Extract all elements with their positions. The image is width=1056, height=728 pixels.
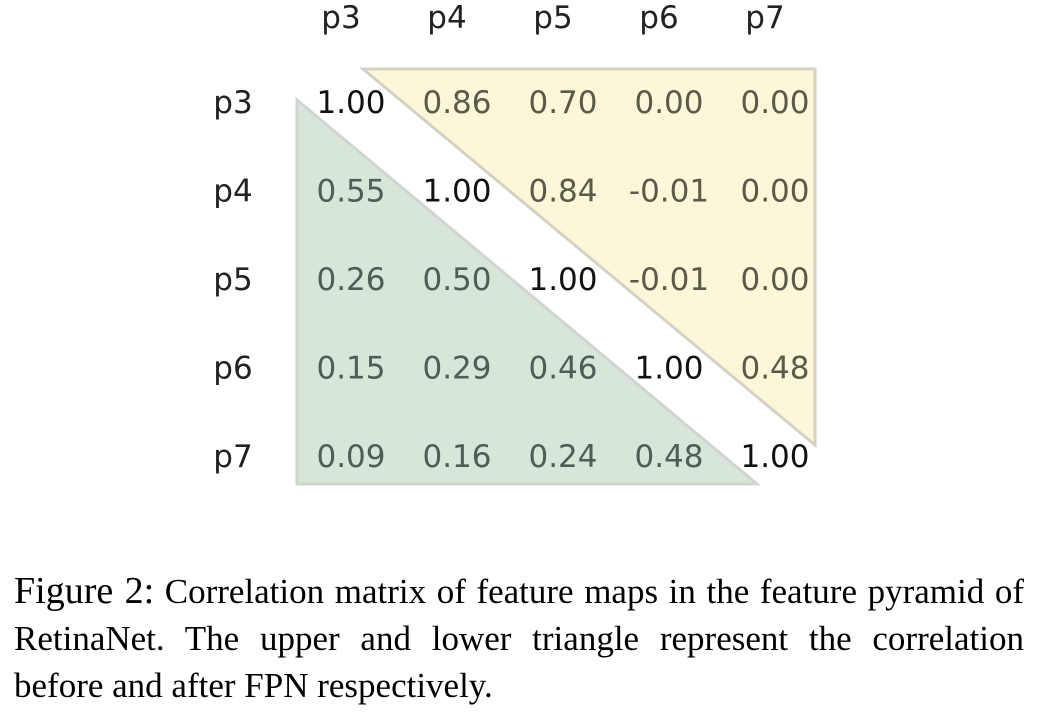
cell-diagonal-r1-c1: 1.00 [422,174,491,210]
cell-lower-r2-c0: 0.26 [316,262,385,298]
cell-diagonal-r0-c0: 1.00 [316,85,385,121]
cell-diagonal-r2-c2: 1.00 [528,262,597,298]
column-labels: p3 p4 p5 p6 p7 [321,0,784,36]
cell-lower-r4-c1: 0.16 [422,439,491,475]
cell-upper-r1-c4: 0.00 [740,174,809,210]
column-label-p5: p5 [533,0,572,36]
cell-upper-r0-c2: 0.70 [528,85,597,121]
row-labels: p3 p4 p5 p6 p7 [213,85,252,475]
cell-upper-r1-c2: 0.84 [528,174,597,210]
cell-lower-r2-c1: 0.50 [422,262,491,298]
cell-lower-r4-c0: 0.09 [316,439,385,475]
figure-caption: Figure 2: Correlation matrix of feature … [14,568,1024,709]
cell-lower-r4-c2: 0.24 [528,439,597,475]
cell-lower-r1-c0: 0.55 [316,174,385,210]
row-label-p5: p5 [213,262,252,298]
cell-diagonal-r3-c3: 1.00 [634,351,703,387]
cell-upper-r0-c1: 0.86 [422,85,491,121]
cell-lower-r3-c2: 0.46 [528,351,597,387]
cell-values: 1.00 0.86 0.70 0.00 0.00 0.55 1.00 0.84 -0.01 0.0… [316,85,809,475]
cell-upper-r2-c3: -0.01 [629,262,709,298]
column-label-p4: p4 [427,0,466,36]
cell-diagonal-r4-c4: 1.00 [740,439,809,475]
cell-lower-r3-c1: 0.29 [422,351,491,387]
cell-upper-r0-c3: 0.00 [634,85,703,121]
row-label-p4: p4 [213,174,252,210]
row-label-p3: p3 [213,85,252,121]
cell-upper-r2-c4: 0.00 [740,262,809,298]
row-label-p7: p7 [213,439,252,475]
column-label-p7: p7 [745,0,784,36]
cell-upper-r1-c3: -0.01 [629,174,709,210]
caption-text: Correlation matrix of feature maps in th… [14,572,1024,705]
lower-triangle-after-fpn [295,96,762,486]
cell-upper-r3-c4: 0.48 [740,351,809,387]
column-label-p3: p3 [321,0,360,36]
cell-lower-r3-c0: 0.15 [316,351,385,387]
cell-lower-r4-c3: 0.48 [634,439,703,475]
cell-upper-r0-c4: 0.00 [740,85,809,121]
column-label-p6: p6 [639,0,678,36]
row-label-p6: p6 [213,351,252,387]
upper-triangle-before-fpn [358,67,817,449]
correlation-matrix-figure: p3 p4 p5 p6 p7 p3 p4 p5 p6 p7 1.00 0.86 0.70 0.00 0.… [213,0,817,486]
caption-label: Figure 2: [14,570,155,612]
